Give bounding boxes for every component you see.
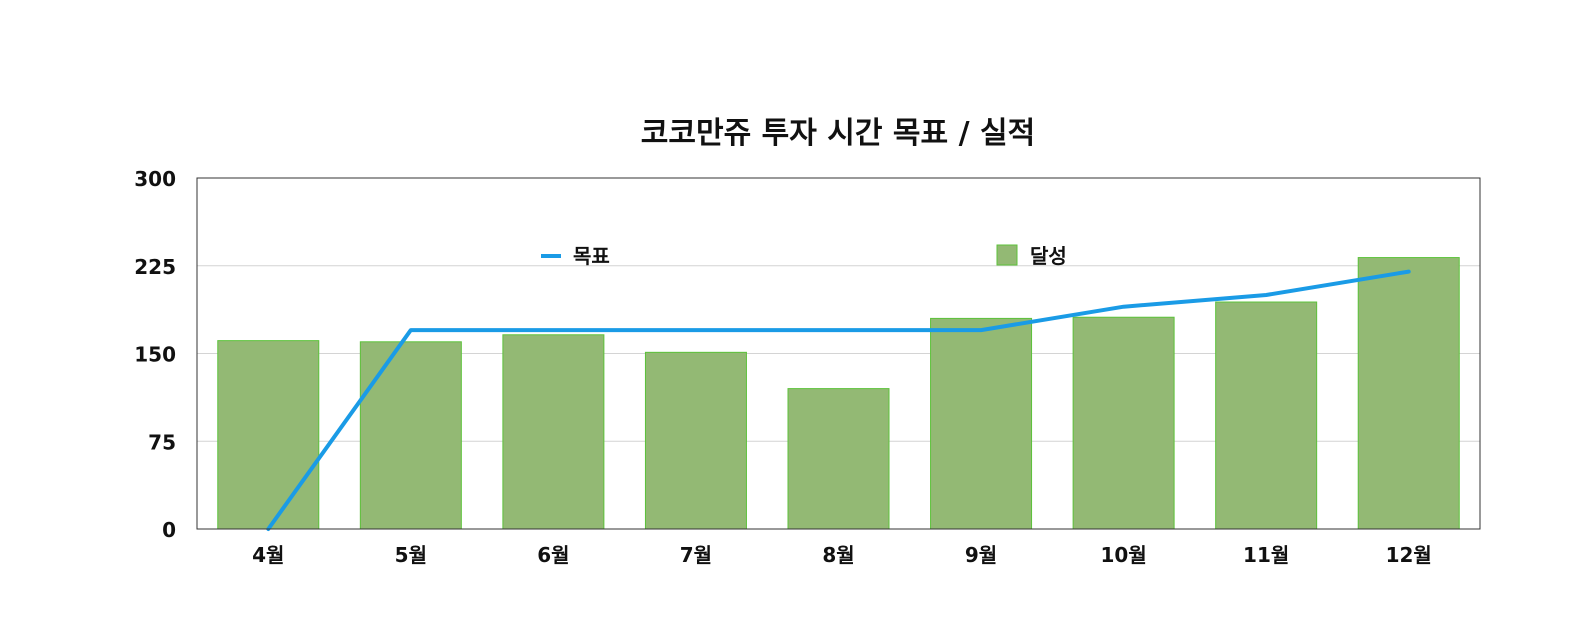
x-tick-label: 11월 — [1243, 543, 1289, 567]
x-tick-label: 9월 — [965, 543, 997, 567]
line-target — [266, 269, 1411, 531]
bar-achieved — [787, 388, 890, 530]
x-tick-label: 6월 — [537, 543, 569, 567]
line-series — [266, 269, 1411, 531]
bar-achieved — [217, 340, 320, 530]
legend-label-achieved: 달성 — [1030, 244, 1067, 268]
legend-bar-swatch — [996, 244, 1018, 266]
bar-achieved — [1357, 257, 1460, 530]
y-axis-ticks: 0 75 150 225 300 — [134, 167, 176, 542]
legend-label-target: 목표 — [573, 244, 610, 268]
x-tick-label: 7월 — [680, 543, 712, 567]
bar-achieved — [930, 317, 1033, 530]
y-tick-label: 300 — [134, 167, 176, 191]
bar-achieved — [644, 351, 747, 530]
plot-area-frame — [196, 177, 1481, 530]
y-tick-label: 225 — [134, 255, 176, 279]
bar-achieved — [502, 334, 605, 530]
x-tick-label: 10월 — [1100, 543, 1146, 567]
legend-item-achieved: 달성 — [996, 244, 1067, 268]
chart-title: 코코만쥬 투자 시간 목표 / 실적 — [641, 116, 1035, 151]
bar-series — [217, 257, 1460, 530]
x-tick-label: 12월 — [1386, 543, 1432, 567]
bar-achieved — [1072, 316, 1175, 530]
y-tick-label: 75 — [148, 430, 176, 454]
x-tick-label: 8월 — [822, 543, 854, 567]
y-tick-label: 0 — [162, 518, 176, 542]
x-tick-label: 4월 — [252, 543, 284, 567]
legend-item-target: 목표 — [541, 244, 610, 268]
bar-achieved — [1215, 301, 1318, 530]
bar-achieved — [359, 341, 462, 530]
x-axis-ticks: 4월 5월 6월 7월 8월 9월 10월 11월 12월 — [252, 543, 1432, 567]
y-tick-label: 150 — [134, 343, 176, 367]
legend: 목표 달성 — [541, 244, 1067, 268]
x-tick-label: 5월 — [395, 543, 427, 567]
